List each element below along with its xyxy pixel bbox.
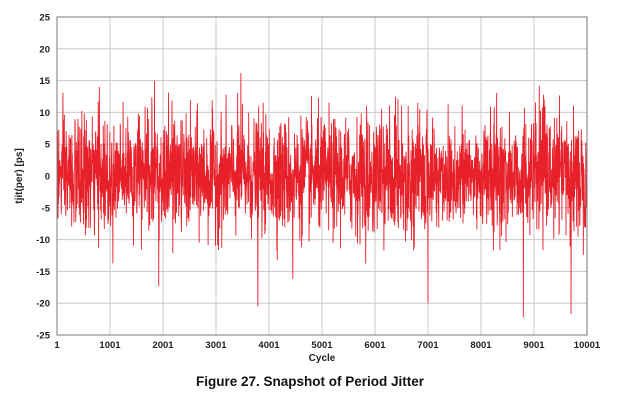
x-axis-title: Cycle [309, 353, 336, 364]
jitter-chart: 25 20 15 10 5 0 -5 -10 -15 -20 -25 1 1001 2001 3001 40… [14, 13, 601, 365]
y-tick-label: -20 [36, 299, 50, 310]
x-tick-label: 9001 [523, 340, 545, 351]
y-tick-label: -25 [36, 331, 50, 342]
x-tick-label: 2001 [152, 340, 174, 351]
x-tick-label: 10001 [574, 340, 601, 351]
x-tick-label: 7001 [417, 340, 439, 351]
y-tick-label: 10 [39, 108, 50, 119]
plot-frame [56, 16, 588, 336]
y-axis-title: tjit(per) [ps] [14, 148, 25, 204]
x-tick-labels: 1 1001 2001 3001 4001 5001 6001 7001 8001 9001 100… [54, 340, 601, 351]
y-tick-label: 20 [39, 44, 50, 55]
x-tick-label: 6001 [364, 340, 386, 351]
y-tick-labels: 25 20 15 10 5 0 -5 -10 -15 -20 -25 [36, 13, 50, 342]
y-tick-label: -15 [36, 267, 50, 278]
series-group [56, 72, 588, 318]
y-tick-label: 5 [45, 140, 51, 151]
x-tick-label: 8001 [470, 340, 492, 351]
figure-caption: Figure 27. Snapshot of Period Jitter [195, 374, 425, 389]
y-tick-label: 0 [45, 172, 50, 183]
x-tick-label: 5001 [311, 340, 333, 351]
y-tick-label: 15 [39, 76, 50, 87]
x-tick-label: 3001 [205, 340, 227, 351]
y-tick-label: -5 [42, 203, 51, 214]
y-tick-label: 25 [39, 13, 50, 24]
series-line-period-jitter [56, 72, 588, 318]
y-tick-label: -10 [36, 235, 50, 246]
x-tick-label: 4001 [258, 340, 280, 351]
x-tick-label: 1 [54, 340, 60, 351]
x-tick-label: 1001 [99, 340, 121, 351]
